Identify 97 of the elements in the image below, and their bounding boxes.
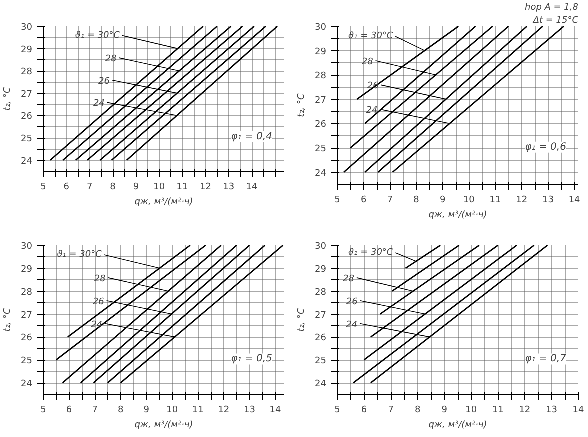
x-tick-label: 5 [40, 406, 46, 416]
x-tick-label: 11 [490, 196, 502, 206]
x-tick-label: 6 [360, 196, 367, 206]
x-tick-label: 12 [519, 406, 531, 416]
x-tick-label: 9 [144, 406, 150, 416]
x-tick-label: 9 [440, 196, 446, 206]
y-tick-label: 26 [21, 112, 33, 122]
y-tick-label: 25 [315, 356, 326, 367]
x-tick-label: 8 [414, 406, 421, 416]
x-tick-label: 10 [154, 182, 166, 192]
x-tick-label: 8 [118, 406, 124, 416]
text: Δt = 15°C [532, 16, 580, 26]
x-tick-label: 11 [492, 406, 504, 416]
x-tick-label: 8 [110, 182, 116, 192]
x-tick-label: 7 [86, 182, 93, 192]
y-tick-label: 30 [21, 242, 33, 252]
annotation: 28 [362, 57, 374, 68]
x-tick-label: 7 [388, 406, 394, 416]
x-axis-title: qж, м³/(м²·ч) [428, 210, 488, 220]
x-tick-label: 5 [334, 196, 340, 206]
y-tick-label: 26 [315, 334, 327, 344]
x-tick-label: 7 [92, 406, 98, 416]
y-tick-label: 30 [315, 242, 327, 252]
annotation: 24 [91, 320, 103, 330]
x-tick-label: 9 [133, 182, 140, 192]
annotation: 26 [98, 76, 110, 87]
y-tick-label: 25 [21, 356, 32, 367]
x-tick-label: 12 [516, 196, 528, 206]
x-tick-label: 10 [166, 406, 178, 416]
y-axis-title: t₂, °C [297, 307, 308, 332]
y-tick-label: 28 [21, 288, 33, 298]
x-tick-label: 6 [64, 182, 70, 192]
y-tick-label: 30 [21, 23, 33, 33]
annotation: ϑ₁ = 30°C [75, 30, 121, 41]
y-tick-label: 30 [315, 23, 327, 33]
annotation: 26 [92, 297, 105, 308]
y-axis-title: t₂, °C [3, 86, 14, 111]
y-tick-label: 28 [21, 68, 33, 78]
annotation: ϑ₁ = 30°C [348, 248, 394, 258]
annotation: 24 [346, 320, 358, 330]
y-tick-label: 29 [315, 264, 327, 275]
annotation: 26 [346, 297, 358, 308]
y-tick-label: 24 [21, 156, 33, 167]
annotation: 28 [105, 54, 118, 65]
annotation: ϑ₁ = 30°C [348, 32, 394, 42]
annotation: 28 [94, 274, 106, 284]
y-tick-label: 25 [315, 144, 326, 155]
annotation: 24 [93, 99, 106, 110]
x-tick-label: 13 [244, 406, 256, 416]
y-tick-label: 27 [315, 96, 326, 106]
y-axis-title: t₂, °C [297, 92, 308, 118]
y-axis-title: t₂, °C [3, 307, 14, 332]
x-tick-label: 8 [414, 196, 420, 206]
y-tick-label: 26 [21, 334, 33, 344]
annotation: 24 [366, 106, 378, 116]
x-tick-label: 6 [66, 406, 72, 416]
text: hор A = 1,8 [524, 3, 579, 13]
y-tick-label: 24 [315, 380, 327, 390]
x-tick-label: 14 [246, 182, 258, 192]
x-tick-label: 12 [218, 406, 230, 416]
x-tick-label: 10 [466, 406, 478, 416]
annotation: ϑ₁ = 30°C [57, 250, 103, 260]
x-tick-label: 14 [572, 406, 584, 416]
x-tick-label: 13 [542, 196, 554, 206]
annotation: φ₁ = 0,6 [525, 142, 566, 153]
y-tick-label: 29 [315, 47, 327, 58]
x-tick-label: 11 [176, 182, 188, 192]
x-axis-title: qж, м³/(м²·ч) [428, 420, 488, 430]
x-tick-label: 6 [361, 406, 368, 416]
annotation: φ₁ = 0,4 [231, 132, 272, 142]
annotation: φ₁ = 0,5 [231, 354, 272, 365]
y-tick-label: 29 [21, 264, 33, 275]
x-tick-label: 13 [223, 182, 235, 192]
y-tick-label: 24 [21, 380, 33, 390]
annotation: φ₁ = 0,7 [525, 354, 568, 365]
x-tick-label: 14 [568, 196, 581, 206]
x-tick-label: 11 [192, 406, 204, 416]
x-tick-label: 9 [442, 406, 448, 416]
x-tick-label: 12 [200, 182, 212, 192]
x-tick-label: 7 [387, 196, 394, 206]
x-tick-label: 5 [334, 406, 340, 416]
x-tick-label: 10 [463, 196, 476, 206]
y-tick-label: 28 [315, 288, 327, 298]
y-tick-label: 28 [315, 72, 327, 82]
x-tick-label: 14 [270, 406, 282, 416]
y-tick-label: 29 [21, 45, 33, 56]
x-axis-title: qж, м³/(м²·ч) [134, 198, 194, 208]
y-tick-label: 27 [21, 310, 32, 321]
y-tick-label: 24 [315, 168, 327, 179]
y-tick-label: 27 [21, 90, 32, 100]
y-tick-label: 25 [21, 134, 32, 145]
x-axis-title: qж, м³/(м²·ч) [134, 420, 194, 430]
x-tick-label: 13 [546, 406, 558, 416]
y-tick-label: 27 [315, 310, 326, 321]
annotation: 28 [343, 274, 355, 284]
y-tick-label: 26 [315, 120, 327, 130]
x-tick-label: 5 [40, 182, 46, 192]
